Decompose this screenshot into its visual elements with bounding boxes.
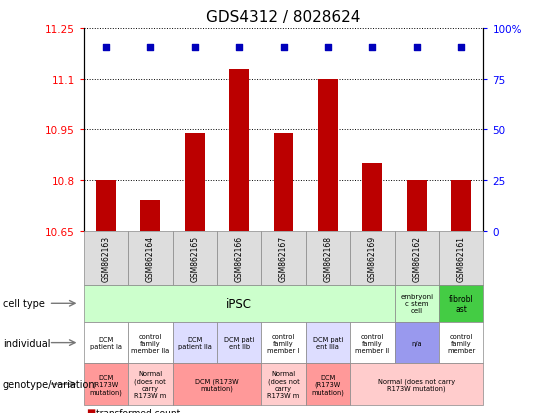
Point bbox=[235, 44, 244, 51]
Text: genotype/variation: genotype/variation bbox=[3, 379, 96, 389]
Text: Normal (does not carry
R173W mutation): Normal (does not carry R173W mutation) bbox=[378, 377, 455, 391]
Text: DCM
patient IIa: DCM patient IIa bbox=[178, 336, 212, 349]
Text: transformed count: transformed count bbox=[96, 408, 180, 413]
Text: DCM
(R173W
mutation): DCM (R173W mutation) bbox=[312, 374, 345, 394]
Text: control
family
member IIa: control family member IIa bbox=[131, 333, 170, 353]
Point bbox=[413, 44, 421, 51]
Bar bbox=[185, 133, 205, 231]
Text: GSM862168: GSM862168 bbox=[323, 235, 333, 281]
Bar bbox=[140, 201, 160, 231]
Bar bbox=[451, 180, 471, 231]
Text: Normal
(does not
carry
R173W m: Normal (does not carry R173W m bbox=[134, 370, 166, 398]
Text: control
family
member II: control family member II bbox=[355, 333, 389, 353]
Title: GDS4312 / 8028624: GDS4312 / 8028624 bbox=[206, 10, 361, 25]
Text: GSM862162: GSM862162 bbox=[412, 235, 421, 281]
Text: GSM862161: GSM862161 bbox=[457, 235, 465, 281]
Point bbox=[146, 44, 154, 51]
Text: fibrobl
ast: fibrobl ast bbox=[449, 294, 474, 313]
Text: GSM862165: GSM862165 bbox=[190, 235, 199, 281]
Bar bbox=[273, 133, 294, 231]
Text: embryoni
c stem
cell: embryoni c stem cell bbox=[400, 294, 433, 313]
Text: Normal
(does not
carry
R173W m: Normal (does not carry R173W m bbox=[267, 370, 300, 398]
Text: control
family
member: control family member bbox=[447, 333, 475, 353]
Point bbox=[457, 44, 465, 51]
Text: ■: ■ bbox=[86, 407, 96, 413]
Text: DCM (R173W
mutation): DCM (R173W mutation) bbox=[195, 377, 239, 391]
Text: DCM
(R173W
mutation): DCM (R173W mutation) bbox=[90, 374, 123, 394]
Bar bbox=[362, 164, 382, 231]
Text: GSM862166: GSM862166 bbox=[234, 235, 244, 281]
Bar bbox=[407, 180, 427, 231]
Text: GSM862164: GSM862164 bbox=[146, 235, 155, 281]
Text: individual: individual bbox=[3, 338, 50, 348]
Text: GSM862169: GSM862169 bbox=[368, 235, 377, 281]
Point bbox=[368, 44, 376, 51]
Text: DCM pati
ent IIIa: DCM pati ent IIIa bbox=[313, 336, 343, 349]
Text: GSM862163: GSM862163 bbox=[102, 235, 110, 281]
Text: control
family
member I: control family member I bbox=[267, 333, 300, 353]
Text: iPSC: iPSC bbox=[226, 297, 252, 310]
Text: GSM862167: GSM862167 bbox=[279, 235, 288, 281]
Bar bbox=[318, 80, 338, 231]
Bar bbox=[229, 69, 249, 231]
Point bbox=[323, 44, 332, 51]
Point bbox=[279, 44, 288, 51]
Bar bbox=[96, 180, 116, 231]
Text: n/a: n/a bbox=[411, 340, 422, 346]
Text: DCM
patient Ia: DCM patient Ia bbox=[90, 336, 122, 349]
Point bbox=[102, 44, 110, 51]
Text: DCM pati
ent IIb: DCM pati ent IIb bbox=[224, 336, 254, 349]
Text: cell type: cell type bbox=[3, 299, 45, 309]
Point bbox=[191, 44, 199, 51]
